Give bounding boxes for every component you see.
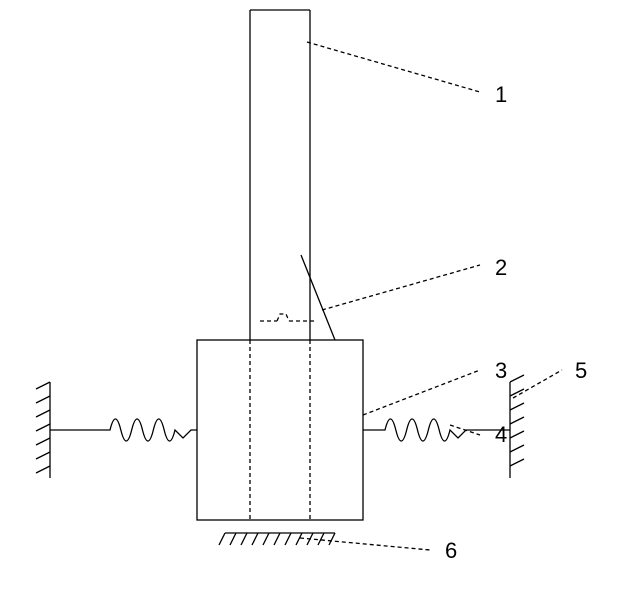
leader-1 — [307, 42, 480, 92]
leader-6 — [300, 538, 430, 550]
fixed-wall-right — [510, 375, 524, 478]
leader-2 — [322, 265, 480, 310]
spring-right — [363, 419, 510, 441]
label-3: 3 — [495, 358, 507, 383]
fixed-wall-left — [36, 382, 50, 478]
label-6: 6 — [445, 538, 457, 563]
mass-box — [197, 340, 363, 520]
label-1: 1 — [495, 82, 507, 107]
leader-5 — [513, 370, 562, 398]
label-2: 2 — [495, 255, 507, 280]
wedge — [260, 255, 335, 340]
label-4: 4 — [495, 422, 507, 447]
spring-left — [50, 419, 197, 441]
leader-3 — [363, 370, 480, 415]
label-5: 5 — [575, 358, 587, 383]
